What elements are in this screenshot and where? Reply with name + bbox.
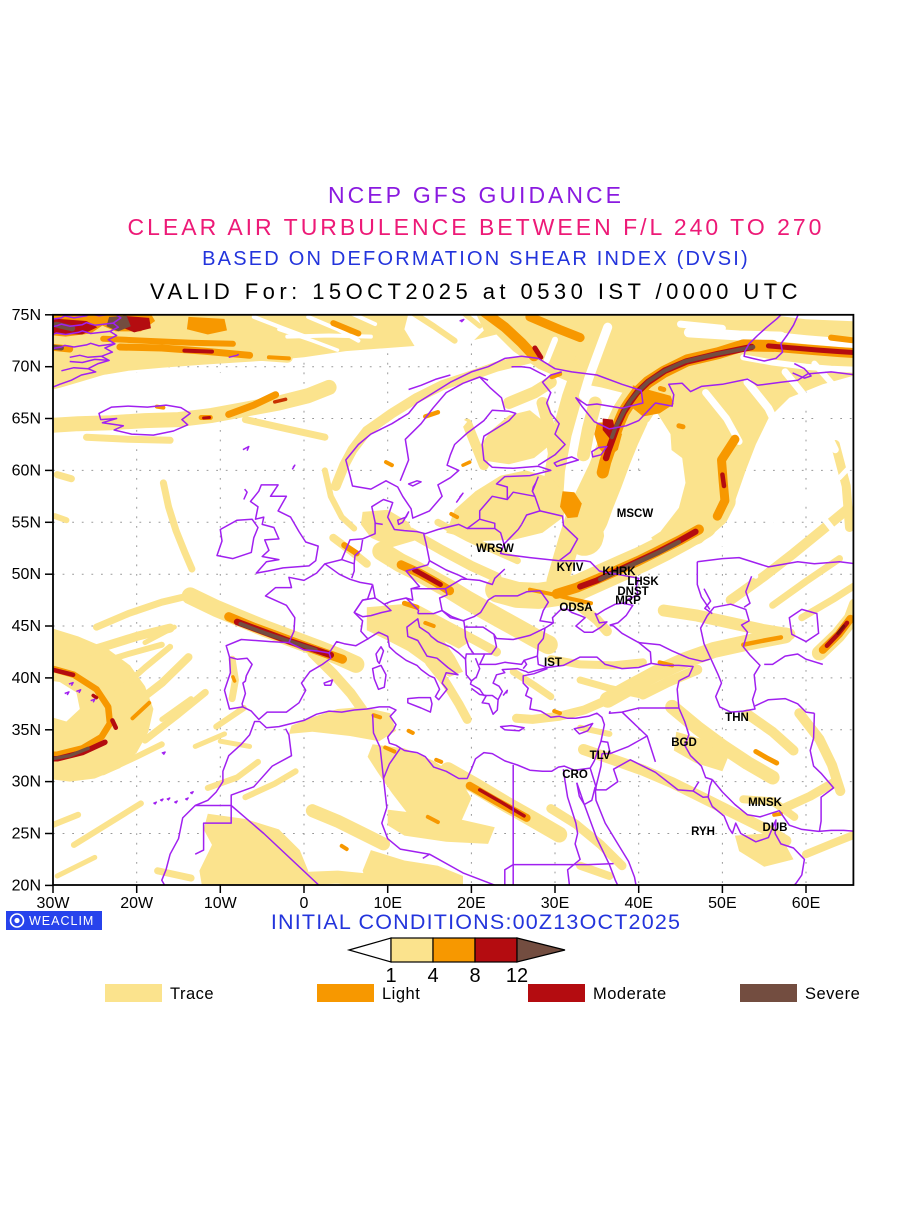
svg-text:4: 4 (427, 965, 438, 987)
svg-text:ODSA: ODSA (559, 602, 592, 614)
svg-text:30E: 30E (541, 895, 569, 912)
svg-text:45N: 45N (12, 618, 41, 635)
svg-text:WEACLIM: WEACLIM (29, 914, 94, 928)
svg-text:CLEAR AIR TURBULENCE BETWEEN F: CLEAR AIR TURBULENCE BETWEEN F/L 240 TO … (128, 214, 825, 240)
svg-text:Trace: Trace (170, 985, 214, 1003)
svg-text:Severe: Severe (805, 985, 860, 1003)
svg-text:MRP: MRP (615, 595, 641, 607)
svg-text:CRO: CRO (562, 769, 588, 781)
svg-text:TLV: TLV (590, 750, 611, 762)
svg-text:8: 8 (469, 965, 480, 987)
svg-text:35N: 35N (12, 722, 41, 739)
svg-text:BGD: BGD (671, 737, 697, 749)
svg-text:10W: 10W (204, 895, 238, 912)
svg-text:INITIAL CONDITIONS:00Z13OCT202: INITIAL CONDITIONS:00Z13OCT2025 (271, 910, 681, 934)
svg-text:MNSK: MNSK (748, 797, 783, 809)
svg-text:12: 12 (506, 965, 528, 987)
svg-text:50N: 50N (12, 566, 41, 583)
svg-text:DUB: DUB (763, 822, 788, 834)
svg-text:40E: 40E (624, 895, 652, 912)
svg-text:Light: Light (382, 985, 420, 1003)
svg-text:60N: 60N (12, 462, 41, 479)
svg-text:THN: THN (725, 712, 749, 724)
svg-text:75N: 75N (12, 307, 41, 324)
svg-text:50E: 50E (708, 895, 736, 912)
svg-text:65N: 65N (12, 411, 41, 428)
svg-text:30N: 30N (12, 774, 41, 791)
svg-text:1: 1 (385, 965, 396, 987)
svg-text:20E: 20E (457, 895, 485, 912)
svg-text:DNST: DNST (617, 586, 648, 598)
svg-text:NCEP GFS GUIDANCE: NCEP GFS GUIDANCE (328, 182, 624, 208)
svg-text:25N: 25N (12, 826, 41, 843)
svg-text:MSCW: MSCW (617, 508, 654, 520)
svg-text:RYH: RYH (691, 826, 715, 838)
svg-text:KHRK: KHRK (602, 566, 636, 578)
svg-text:30W: 30W (37, 895, 71, 912)
svg-text:LHSK: LHSK (627, 576, 659, 588)
svg-text:BASED ON DEFORMATION SHEAR IND: BASED ON DEFORMATION SHEAR INDEX (DVSI) (202, 248, 750, 270)
svg-text:40N: 40N (12, 670, 41, 687)
svg-text:20N: 20N (12, 877, 41, 894)
svg-text:KYIV: KYIV (557, 562, 584, 574)
svg-text:10E: 10E (373, 895, 401, 912)
svg-text:VALID For: 15OCT2025 at 0530 I: VALID For: 15OCT2025 at 0530 IST /0000 U… (150, 279, 802, 304)
svg-text:70N: 70N (12, 359, 41, 376)
svg-text:55N: 55N (12, 514, 41, 531)
svg-text:20W: 20W (120, 895, 154, 912)
svg-text:IST: IST (544, 657, 562, 669)
svg-text:WRSW: WRSW (476, 543, 514, 555)
svg-text:Moderate: Moderate (593, 985, 667, 1003)
svg-text:0: 0 (300, 895, 309, 912)
svg-text:60E: 60E (792, 895, 820, 912)
